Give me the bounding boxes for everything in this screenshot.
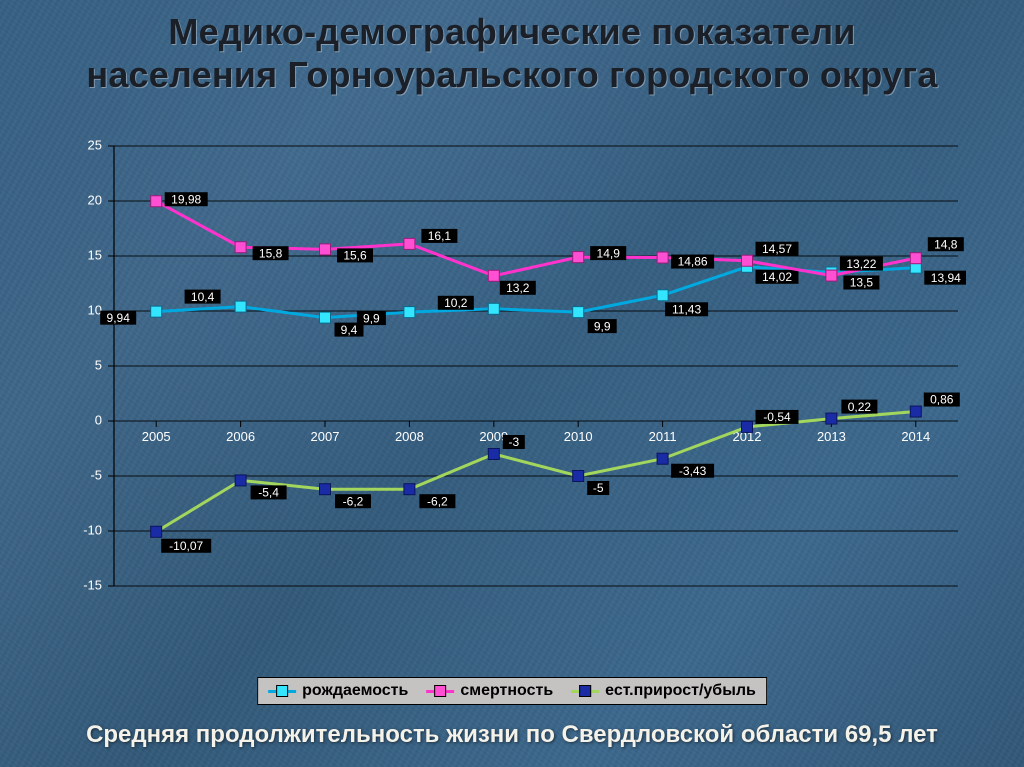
marker-natural_change (320, 484, 331, 495)
marker-death_rate (488, 270, 499, 281)
data-label-natural_change: -6,2 (427, 494, 448, 508)
marker-death_rate (910, 253, 921, 264)
data-label-natural_change: -3,43 (679, 464, 707, 478)
y-tick-label: -15 (83, 577, 102, 592)
data-label-natural_change: 0,86 (930, 393, 954, 407)
data-label-birth_rate: 13,5 (850, 276, 874, 290)
y-tick-label: 0 (95, 412, 102, 427)
marker-natural_change (826, 413, 837, 424)
data-label-death_rate: 14,86 (678, 255, 708, 269)
legend-label: ест.прирост/убыль (605, 682, 756, 700)
chart: -15-10-505101520252005200620072008200920… (58, 138, 966, 638)
footer-note: Средняя продолжительность жизни по Сверд… (0, 721, 1024, 749)
title-line-2: населения Горноуральского городского окр… (86, 54, 937, 95)
data-label-birth_rate: 13,94 (931, 271, 961, 285)
title-line-1: Медико-демографические показатели (168, 11, 855, 52)
chart-title: Медико-демографические показатели населе… (0, 10, 1024, 96)
x-tick-label: 2008 (395, 429, 424, 444)
y-tick-label: -10 (83, 522, 102, 537)
legend-label: рождаемость (302, 682, 408, 700)
marker-death_rate (826, 270, 837, 281)
legend-swatch (268, 690, 296, 693)
marker-natural_change (404, 484, 415, 495)
x-tick-label: 2014 (901, 429, 930, 444)
marker-death_rate (404, 238, 415, 249)
data-label-death_rate: 15,8 (259, 246, 283, 260)
legend-item-natural_change: ест.прирост/убыль (571, 682, 756, 700)
legend-item-death_rate: смертность (426, 682, 553, 700)
data-label-natural_change: -6,2 (343, 494, 364, 508)
marker-death_rate (320, 244, 331, 255)
data-label-death_rate: 19,98 (171, 192, 201, 206)
x-tick-label: 2010 (564, 429, 593, 444)
data-label-natural_change: 0,22 (848, 400, 872, 414)
x-tick-label: 2013 (817, 429, 846, 444)
series-line-natural_change (156, 412, 916, 532)
data-label-death_rate: 14,9 (597, 246, 621, 260)
data-label-death_rate: 15,6 (343, 249, 367, 263)
marker-natural_change (151, 526, 162, 537)
data-label-birth_rate: 10,4 (191, 290, 215, 304)
marker-death_rate (742, 255, 753, 266)
data-label-birth_rate: 9,9 (363, 311, 380, 325)
data-label-natural_change: -3 (508, 435, 519, 449)
y-tick-label: 10 (88, 302, 102, 317)
marker-birth_rate (573, 307, 584, 318)
legend-swatch (571, 690, 599, 693)
x-tick-label: 2007 (311, 429, 340, 444)
chart-svg: -15-10-505101520252005200620072008200920… (58, 138, 966, 638)
marker-death_rate (151, 196, 162, 207)
data-label-natural_change: -0,54 (763, 410, 791, 424)
data-label-birth_rate: 9,9 (594, 319, 611, 333)
marker-death_rate (573, 252, 584, 263)
data-label-birth_rate: 14,02 (762, 270, 792, 284)
data-label-natural_change: -5 (593, 481, 604, 495)
data-label-birth_rate: 10,2 (444, 296, 468, 310)
marker-natural_change (488, 449, 499, 460)
marker-death_rate (235, 242, 246, 253)
data-label-natural_change: -5,4 (258, 486, 279, 500)
data-label-death_rate: 13,22 (846, 257, 876, 271)
data-label-natural_change: -10,07 (169, 539, 203, 553)
marker-birth_rate (235, 301, 246, 312)
x-tick-label: 2005 (142, 429, 171, 444)
marker-natural_change (657, 453, 668, 464)
y-tick-label: 25 (88, 138, 102, 152)
data-label-death_rate: 16,1 (428, 229, 452, 243)
series-line-death_rate (156, 201, 916, 276)
marker-natural_change (573, 471, 584, 482)
marker-natural_change (910, 406, 921, 417)
data-label-death_rate: 14,57 (762, 242, 792, 256)
data-label-birth_rate: 9,4 (341, 323, 358, 337)
marker-natural_change (235, 475, 246, 486)
marker-birth_rate (657, 290, 668, 301)
slide-root: Медико-демографические показатели населе… (0, 0, 1024, 767)
marker-natural_change (742, 421, 753, 432)
marker-birth_rate (151, 306, 162, 317)
legend-item-birth_rate: рождаемость (268, 682, 408, 700)
series-line-birth_rate (156, 267, 916, 318)
legend-label: смертность (460, 682, 553, 700)
data-label-death_rate: 13,2 (506, 281, 530, 295)
y-tick-label: -5 (90, 467, 102, 482)
x-tick-label: 2011 (649, 429, 677, 444)
y-tick-label: 15 (88, 247, 102, 262)
legend: рождаемость смертность ест.прирост/убыль (257, 677, 767, 705)
data-label-death_rate: 14,8 (934, 237, 958, 251)
marker-birth_rate (320, 312, 331, 323)
y-tick-label: 5 (95, 357, 102, 372)
x-tick-label: 2006 (226, 429, 255, 444)
marker-birth_rate (488, 303, 499, 314)
data-label-birth_rate: 9,94 (107, 311, 131, 325)
legend-swatch (426, 690, 454, 693)
y-tick-label: 20 (88, 192, 102, 207)
data-label-birth_rate: 11,43 (672, 302, 701, 316)
marker-birth_rate (404, 307, 415, 318)
marker-death_rate (657, 252, 668, 263)
